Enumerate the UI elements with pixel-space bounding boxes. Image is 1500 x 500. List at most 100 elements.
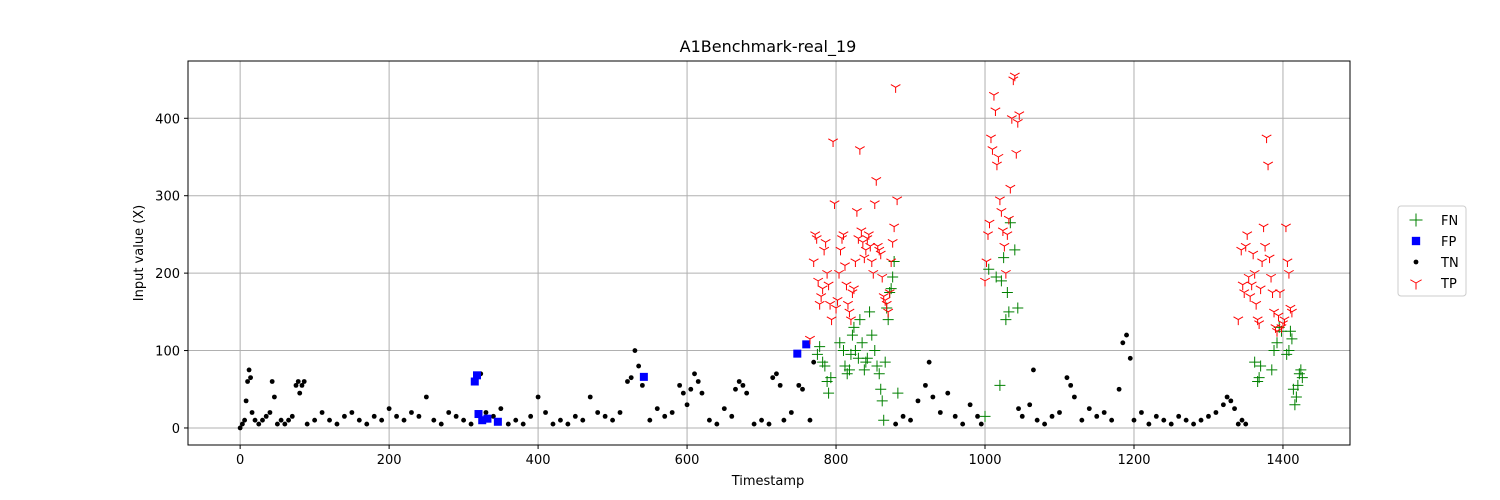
chart-title: A1Benchmark-real_19 [680,37,857,57]
point-tp [1003,215,1014,225]
x-tick-label: 1400 [1266,453,1299,468]
point-tn [550,421,556,427]
point-tn [923,382,928,388]
point-tn [1206,413,1211,419]
point-tp [825,300,836,310]
point-tn [431,417,437,423]
point-fn [873,368,885,380]
point-tn [453,413,459,419]
point-tp [1260,242,1271,252]
x-axis-label: Timestamp [731,474,805,489]
point-tp [859,254,870,264]
point-tp [844,308,855,318]
point-fn [887,271,899,283]
legend-marker-fp [1411,236,1421,246]
point-tn [807,417,813,423]
point-fn [998,252,1010,264]
point-tp [1248,250,1259,260]
point-tn [364,421,370,427]
point-tn [1057,410,1062,415]
point-fp [474,410,483,419]
point-tn [628,375,634,381]
point-tn [1139,410,1144,415]
point-tp [1274,289,1285,298]
point-tn [1191,421,1196,427]
point-tn [788,410,794,415]
point-fn [1012,302,1024,314]
legend: FN FP TN TP [1397,205,1467,297]
point-tn [1183,417,1189,423]
point-tn [967,402,973,408]
point-tp [831,304,842,314]
point-tn [1198,417,1204,423]
point-tn [915,398,921,404]
point-tn [239,421,245,427]
point-tp [1011,149,1022,159]
point-tp [877,273,888,283]
point-tp [863,231,874,240]
point-fn [856,337,868,349]
point-tn [293,382,299,388]
point-tn [692,371,697,377]
point-tn [766,421,772,427]
point-tn [647,417,653,423]
point-tp [1233,316,1244,326]
point-tp [1280,223,1291,233]
legend-label-tn: TN [1440,256,1459,271]
point-tp [982,231,994,240]
point-fp [473,371,482,380]
point-tn [617,410,623,415]
point-tn [416,413,422,419]
point-fn [994,379,1006,391]
point-tp [834,269,845,279]
point-tn [342,413,347,419]
point-fn [864,306,876,318]
x-tick-label: 400 [526,453,551,468]
point-tn [237,425,243,431]
point-tn [1243,421,1249,427]
point-tn [242,417,248,423]
point-tn [252,417,258,423]
point-tn [299,382,305,388]
point-tn [1239,417,1245,423]
point-tn [446,410,452,415]
point-tn [699,390,705,396]
point-tn [312,417,318,423]
x-axis-ticks: 0 200 400 600 800 1000 1200 1400 [236,445,1300,468]
point-tn [740,382,746,388]
point-tn [498,406,504,412]
point-tn [401,417,407,423]
point-tn [438,421,444,427]
point-tp [808,258,819,268]
point-tn [1049,413,1055,419]
point-tp [823,281,834,291]
point-fn [1292,379,1304,391]
point-tn [409,410,414,415]
point-tn [811,359,817,365]
point-tn [744,390,750,396]
point-fn [1255,360,1267,372]
point-tp [1263,161,1274,171]
point-tp [1257,258,1268,268]
point-tp [1012,118,1023,128]
point-tp [1251,300,1262,310]
point-tp [981,258,992,268]
point-tn [1232,406,1237,412]
point-tn [263,413,269,419]
point-tn [662,413,668,419]
point-tp [1239,289,1250,298]
point-tn [379,417,385,423]
point-tp [1008,76,1019,86]
point-tp [862,235,873,244]
point-tp [1279,316,1290,326]
point-tn [721,406,727,412]
point-tn [249,410,255,415]
point-tp [1243,273,1254,283]
point-tn [774,371,779,377]
point-tn [245,379,251,384]
point-tp [1271,328,1283,337]
point-tn [677,382,683,388]
point-tp [832,297,843,306]
point-tp [851,208,862,217]
point-tn [1019,413,1025,419]
